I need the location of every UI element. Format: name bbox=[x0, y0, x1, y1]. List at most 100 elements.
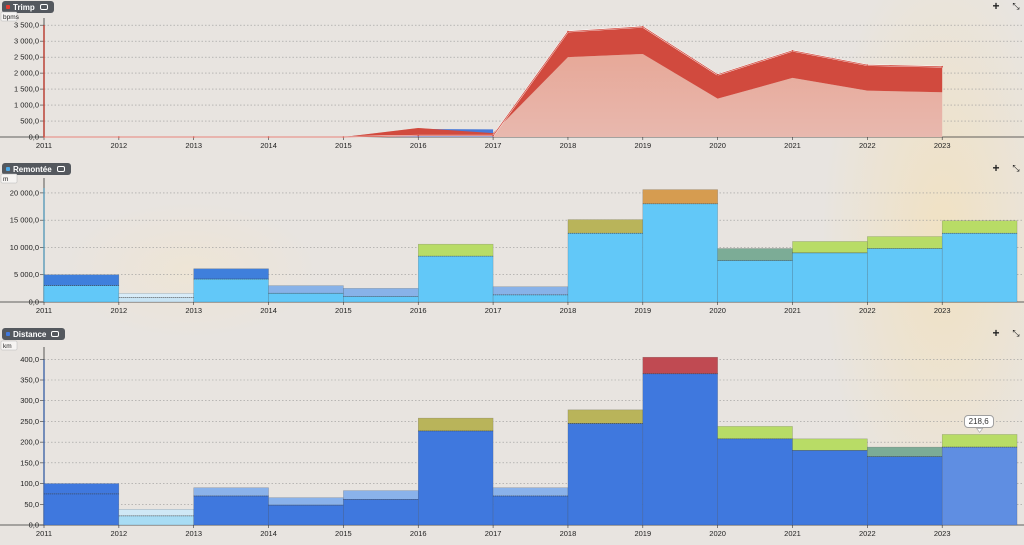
bar-top-segment bbox=[492, 487, 569, 497]
y-tick-label: 400,0 bbox=[20, 355, 39, 364]
comment-icon[interactable] bbox=[56, 166, 65, 172]
bar-base-segment bbox=[567, 423, 644, 526]
expand-icon[interactable]: ⤡ bbox=[1012, 163, 1020, 173]
x-tick-label: 2021 bbox=[784, 306, 801, 315]
x-tick-label: 2016 bbox=[410, 306, 427, 315]
remontee-panel: Remontée + ⤡ m 0,0 5 000,0 10 000,0 15 000,0… bbox=[0, 162, 1024, 327]
x-tick-label: 2015 bbox=[335, 141, 352, 150]
bar-top-segment bbox=[343, 288, 419, 297]
x-tick-label: 2019 bbox=[634, 141, 651, 150]
bar-base-segment bbox=[118, 297, 194, 303]
bar-top-segment bbox=[418, 243, 494, 257]
y-tick-label: 50,0 bbox=[24, 500, 39, 509]
trimp-base-area bbox=[44, 53, 943, 137]
x-tick-label: 2023 bbox=[934, 306, 951, 315]
y-tick-label: 150,0 bbox=[20, 458, 39, 467]
distance-title: Distance bbox=[13, 329, 47, 339]
x-tick-label: 2013 bbox=[185, 141, 202, 150]
bar-top-segment bbox=[792, 241, 868, 254]
x-tick-label: 2015 bbox=[335, 306, 352, 315]
x-tick-label: 2013 bbox=[185, 529, 202, 538]
bar-base-segment bbox=[717, 438, 793, 526]
unit-label-box bbox=[0, 11, 18, 22]
x-tick-label: 2020 bbox=[709, 529, 726, 538]
x-tick-label: 2016 bbox=[410, 529, 427, 538]
x-tick-label: 2022 bbox=[859, 529, 876, 538]
comment-icon[interactable] bbox=[39, 4, 48, 10]
x-tick-label: 2015 bbox=[335, 529, 352, 538]
axis-accent bbox=[43, 188, 45, 302]
x-tick-label: 2020 bbox=[709, 141, 726, 150]
x-tick-label: 2022 bbox=[859, 306, 876, 315]
x-tick-label: 2017 bbox=[485, 306, 502, 315]
bar-base-segment bbox=[567, 233, 644, 303]
plus-icon[interactable]: + bbox=[992, 0, 1000, 13]
plus-icon[interactable]: + bbox=[992, 326, 1000, 340]
distance-series-dot bbox=[6, 332, 10, 336]
remontee-title-chip[interactable]: Remontée bbox=[2, 163, 71, 175]
trimp-header: Trimp + ⤡ bbox=[0, 0, 1024, 14]
y-tick-label: 3 000,0 bbox=[14, 37, 39, 46]
y-tick-label: 15 000,0 bbox=[10, 216, 39, 225]
bar-base-segment bbox=[941, 233, 1018, 303]
trimp-point bbox=[492, 134, 494, 137]
trimp-point bbox=[866, 64, 869, 66]
x-tick-label: 2014 bbox=[260, 141, 277, 150]
bar-base-segment bbox=[418, 430, 494, 526]
trimp-point bbox=[192, 136, 195, 138]
trimp-title-chip[interactable]: Trimp bbox=[2, 1, 54, 13]
distance-title-chip[interactable]: Distance bbox=[2, 328, 66, 340]
plus-icon[interactable]: + bbox=[992, 161, 1000, 175]
x-tick-label: 2011 bbox=[36, 529, 52, 538]
expand-icon[interactable]: ⤡ bbox=[1012, 328, 1020, 338]
bar-base-segment bbox=[492, 495, 569, 526]
unit-label-box bbox=[0, 340, 18, 351]
bar-top-segment bbox=[193, 487, 269, 497]
x-tick-label: 2014 bbox=[260, 306, 277, 315]
bar-base-segment bbox=[43, 285, 120, 303]
bar-base-segment bbox=[418, 255, 494, 303]
y-tick-label: 100,0 bbox=[20, 479, 39, 488]
x-tick-label: 2021 bbox=[784, 529, 801, 538]
x-tick-label: 2017 bbox=[485, 529, 502, 538]
bar-base-segment bbox=[118, 515, 194, 526]
x-tick-label: 2012 bbox=[111, 529, 128, 538]
trimp-point bbox=[791, 49, 794, 52]
expand-icon[interactable]: ⤡ bbox=[1012, 1, 1020, 11]
trimp-axis-accent bbox=[43, 25, 45, 138]
x-tick-label: 2018 bbox=[560, 141, 577, 150]
bar-base-segment bbox=[642, 203, 718, 303]
bar-top-segment bbox=[343, 490, 419, 500]
y-tick-label: 200,0 bbox=[20, 438, 39, 447]
bar-top-segment bbox=[418, 417, 494, 432]
trimp-red-band bbox=[44, 26, 943, 138]
x-tick-label: 2022 bbox=[859, 141, 876, 150]
bar-base-segment bbox=[867, 456, 943, 526]
unit-label: bpms bbox=[3, 14, 20, 21]
y-tick-label: 1 000,0 bbox=[14, 101, 39, 110]
bar-base-segment bbox=[792, 450, 868, 526]
bar-top-segment bbox=[867, 446, 943, 457]
y-tick-label: 5 000,0 bbox=[14, 270, 39, 279]
bar-base-segment bbox=[867, 248, 943, 303]
y-tick-label: 300,0 bbox=[20, 396, 39, 405]
x-tick-label: 2018 bbox=[560, 529, 577, 538]
trimp-series-dot bbox=[6, 5, 10, 9]
bar-base-segment bbox=[193, 278, 269, 303]
x-tick-label: 2019 bbox=[634, 529, 651, 538]
bar-base-segment bbox=[941, 446, 1018, 526]
comment-icon[interactable] bbox=[51, 331, 60, 337]
y-tick-label: 3 500,0 bbox=[14, 21, 39, 30]
unit-label-box bbox=[0, 173, 18, 184]
bar-base-segment bbox=[792, 252, 868, 303]
bar-top-segment bbox=[268, 497, 344, 506]
trimp-point bbox=[941, 65, 943, 68]
x-tick-label: 2011 bbox=[36, 141, 52, 150]
bar-top-segment bbox=[43, 483, 120, 495]
bar-base-segment bbox=[268, 293, 344, 303]
trimp-point bbox=[342, 136, 345, 138]
y-tick-label: 2 000,0 bbox=[14, 69, 39, 78]
x-tick-label: 2012 bbox=[111, 141, 128, 150]
x-tick-label: 2019 bbox=[634, 306, 651, 315]
